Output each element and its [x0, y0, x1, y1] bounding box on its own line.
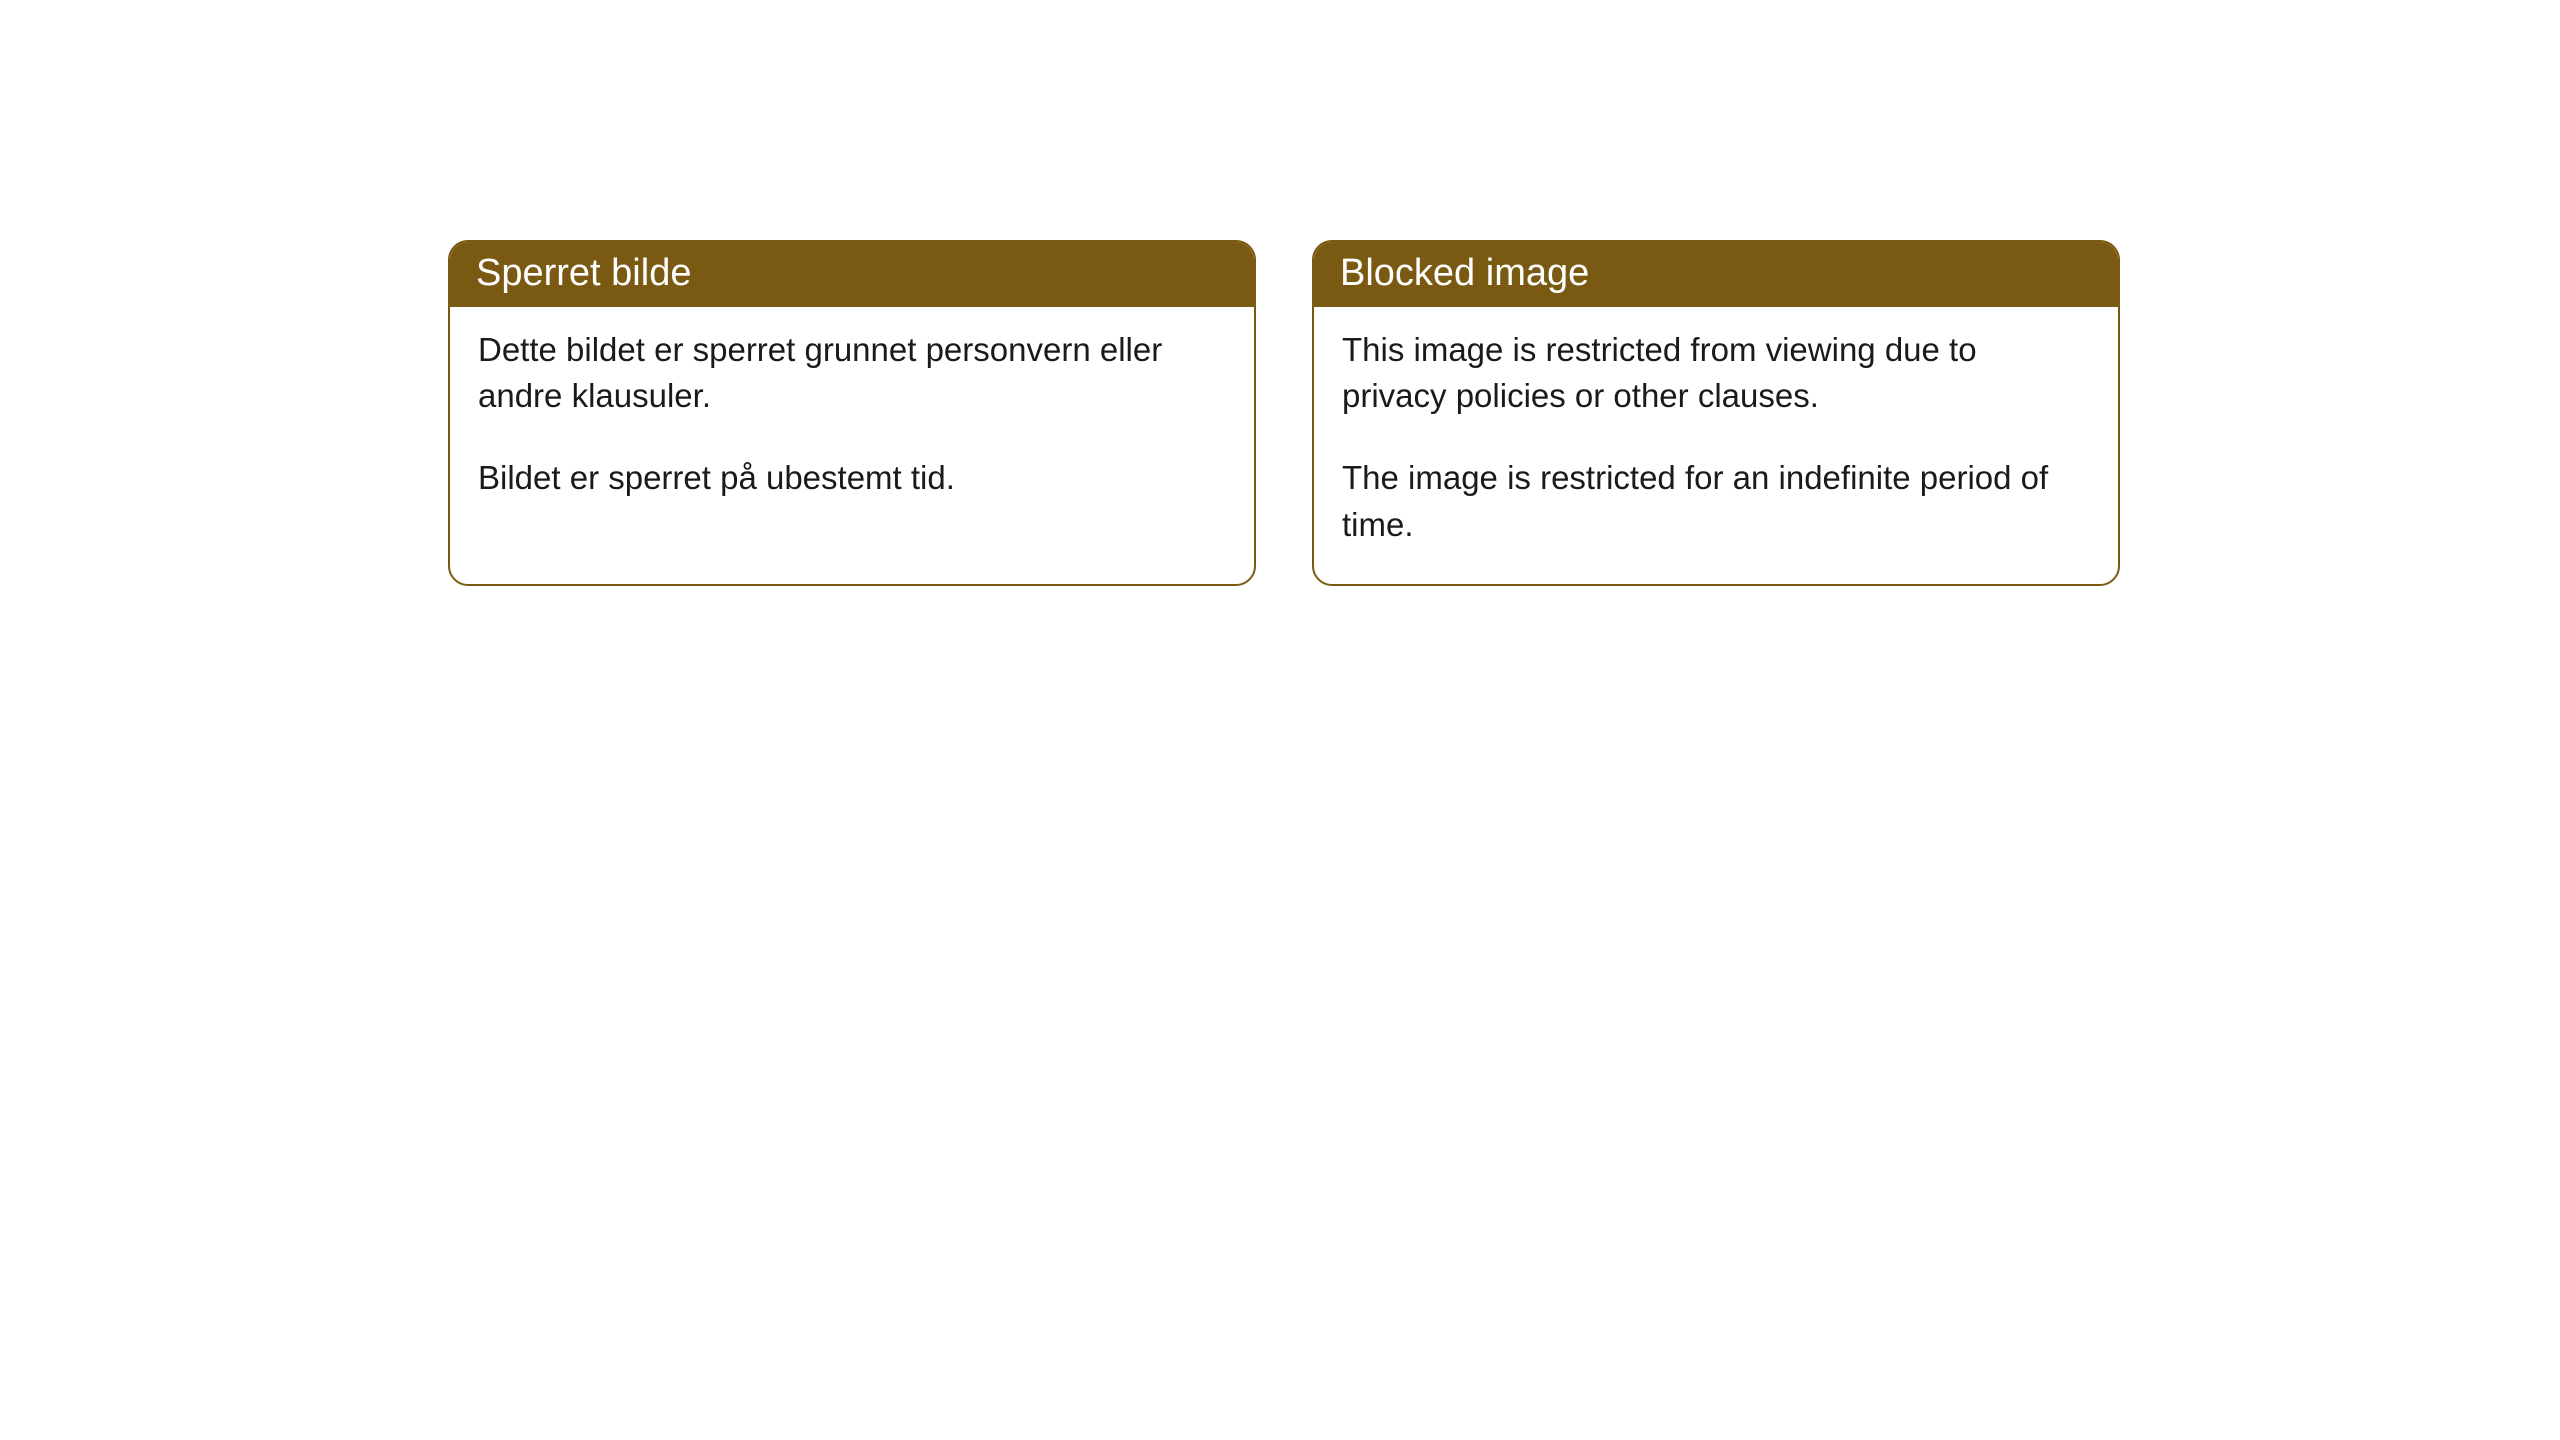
card-header: Sperret bilde: [450, 242, 1254, 307]
notice-card-english: Blocked image This image is restricted f…: [1312, 240, 2120, 586]
notice-paragraph: Dette bildet er sperret grunnet personve…: [478, 327, 1226, 419]
notice-paragraph: The image is restricted for an indefinit…: [1342, 455, 2090, 547]
card-body: Dette bildet er sperret grunnet personve…: [450, 307, 1254, 538]
notice-card-norwegian: Sperret bilde Dette bildet er sperret gr…: [448, 240, 1256, 586]
notice-paragraph: Bildet er sperret på ubestemt tid.: [478, 455, 1226, 501]
notice-paragraph: This image is restricted from viewing du…: [1342, 327, 2090, 419]
notice-container: Sperret bilde Dette bildet er sperret gr…: [0, 0, 2560, 586]
card-body: This image is restricted from viewing du…: [1314, 307, 2118, 584]
card-header: Blocked image: [1314, 242, 2118, 307]
